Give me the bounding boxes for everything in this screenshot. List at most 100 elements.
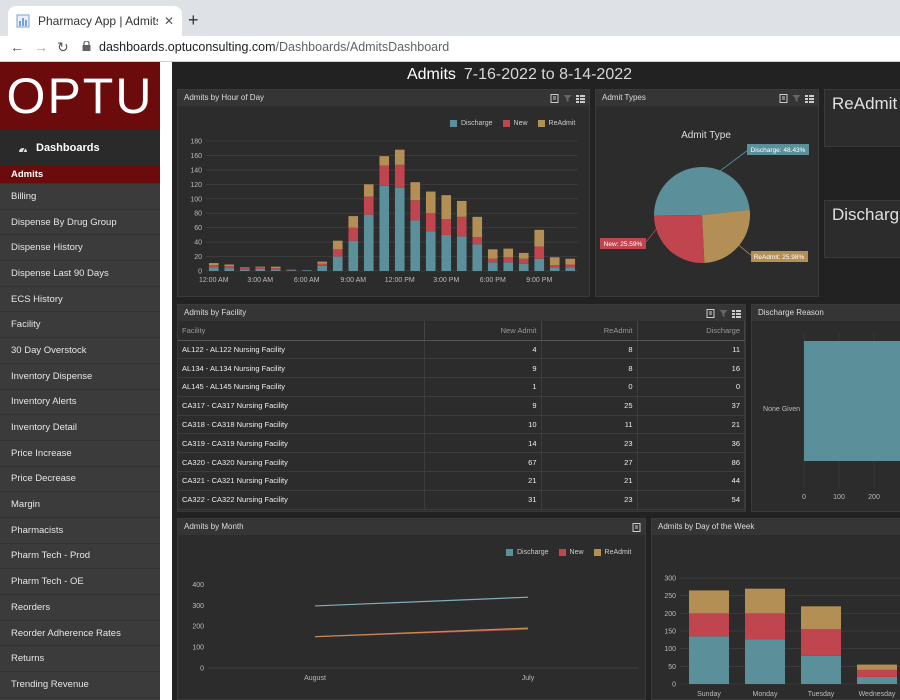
menu-icon[interactable] bbox=[732, 308, 741, 318]
sidebar-item-pharm-tech-prod[interactable]: Pharm Tech - Prod bbox=[0, 544, 160, 570]
legend-readmit[interactable]: ReAdmit bbox=[537, 120, 575, 127]
discharge-card[interactable]: Discharg bbox=[824, 200, 900, 258]
sidebar-item-admits[interactable]: Admits bbox=[0, 166, 160, 184]
pie-label-new: New: 25.59% bbox=[604, 241, 643, 248]
sidebar-item-reorder-adherence-rates[interactable]: Reorder Adherence Rates bbox=[0, 621, 160, 647]
sidebar-item-inventory-detail[interactable]: Inventory Detail bbox=[0, 415, 160, 441]
col-header-facility[interactable]: Facility bbox=[178, 321, 425, 341]
legend-discharge[interactable]: Discharge bbox=[450, 120, 493, 127]
export-icon[interactable] bbox=[550, 93, 559, 103]
panel-admits-by-month: Admits by Month Discharge New ReAdmit 0 1… bbox=[177, 518, 646, 700]
forward-icon[interactable]: → bbox=[34, 39, 48, 55]
bar-readmit bbox=[255, 266, 266, 268]
sidebar-item-dispense-last-90-days[interactable]: Dispense Last 90 Days bbox=[0, 261, 160, 287]
readmit-card[interactable]: ReAdmit bbox=[824, 89, 900, 147]
table-row[interactable]: AL145 - AL145 Nursing Facility 1 0 0 bbox=[178, 377, 745, 397]
y-tick-label: 20 bbox=[194, 254, 202, 261]
sidebar-item-30-day-overstock[interactable]: 30 Day Overstock bbox=[0, 338, 160, 364]
col-header-readmit[interactable]: ReAdmit bbox=[541, 321, 638, 341]
pie-label-bg bbox=[600, 238, 646, 249]
cell-facility: CA320 - CA320 Nursing Facility bbox=[178, 452, 425, 473]
cell-readmit: 11 bbox=[541, 415, 638, 435]
menu-icon[interactable] bbox=[805, 93, 814, 103]
col-header-discharge[interactable]: Discharge bbox=[637, 321, 745, 341]
address-bar: ← → ↻ dashboards.optuconsulting.com/Dash… bbox=[0, 36, 900, 62]
export-icon[interactable] bbox=[706, 308, 715, 318]
month-chart: 0 100 200 300 400 August July bbox=[192, 582, 638, 682]
table-row[interactable]: CA321 - CA321 Nursing Facility 21 21 44 bbox=[178, 471, 745, 491]
table-row[interactable]: CA317 - CA317 Nursing Facility 9 25 37 bbox=[178, 396, 745, 416]
sidebar-item-pharm-tech-oe[interactable]: Pharm Tech - OE bbox=[0, 569, 160, 595]
export-icon[interactable] bbox=[779, 93, 788, 103]
table-header-row: Facility New Admit ReAdmit Discharge bbox=[178, 321, 745, 341]
panel-admit-types: Admit Types Admit Type Discharge: 48.43% N… bbox=[595, 89, 819, 297]
col-header-new-admit[interactable]: New Admit bbox=[424, 321, 542, 341]
bar-new bbox=[208, 265, 219, 268]
bar-discharge bbox=[425, 231, 436, 271]
sidebar-item-reorders[interactable]: Reorders bbox=[0, 595, 160, 621]
new-tab-icon[interactable]: + bbox=[188, 10, 199, 30]
bar-new bbox=[801, 629, 841, 656]
reload-icon[interactable]: ↻ bbox=[57, 39, 69, 55]
table-row[interactable]: AL134 - AL134 Nursing Facility 9 8 16 bbox=[178, 358, 745, 379]
table-row[interactable]: CA322 - CA322 Nursing Facility 31 23 54 bbox=[178, 490, 745, 510]
sidebar-item-returns[interactable]: Returns bbox=[0, 646, 160, 673]
sidebar-item-ecs-history[interactable]: ECS History bbox=[0, 287, 160, 313]
table-row[interactable]: CA320 - CA320 Nursing Facility 67 27 86 bbox=[178, 452, 745, 473]
cell-new-admit: 21 bbox=[424, 471, 542, 491]
sidebar-item-facility[interactable]: Facility bbox=[0, 312, 160, 339]
x-tick-label: 3:00 PM bbox=[433, 277, 459, 284]
bar-discharge bbox=[379, 185, 390, 271]
bar-new bbox=[503, 257, 514, 263]
dashboards-section[interactable]: Dashboards bbox=[0, 130, 160, 166]
sidebar-item-inventory-alerts[interactable]: Inventory Alerts bbox=[0, 390, 160, 416]
bar-discharge bbox=[363, 214, 374, 271]
y-tick-label: 0 bbox=[198, 269, 202, 276]
cell-readmit: 23 bbox=[541, 490, 638, 510]
y-tick-label: 60 bbox=[194, 225, 202, 232]
sidebar-item-billing[interactable]: Billing bbox=[0, 184, 160, 210]
sidebar-item-price-increase[interactable]: Price Increase bbox=[0, 441, 160, 467]
filter-icon[interactable] bbox=[563, 93, 572, 102]
table-row[interactable]: CA319 - CA319 Nursing Facility 14 23 36 bbox=[178, 433, 745, 454]
legend-readmit[interactable]: ReAdmit bbox=[593, 549, 631, 556]
bar-discharge bbox=[348, 240, 359, 271]
table-row[interactable]: AL122 - AL122 Nursing Facility 4 8 11 bbox=[178, 340, 745, 360]
legend-new[interactable]: New bbox=[558, 549, 584, 556]
sidebar-item-dispense-by-drug-group[interactable]: Dispense By Drug Group bbox=[0, 210, 160, 236]
cell-readmit: 0 bbox=[541, 377, 638, 397]
bar-readmit bbox=[348, 216, 359, 228]
bar-discharge bbox=[801, 655, 841, 684]
back-icon[interactable]: ← bbox=[10, 39, 24, 55]
close-tab-icon[interactable]: ✕ bbox=[163, 14, 174, 28]
sidebar-item-trending-revenue[interactable]: Trending Revenue bbox=[0, 672, 160, 698]
filter-icon[interactable] bbox=[719, 308, 728, 317]
cell-new-admit: 31 bbox=[424, 490, 542, 510]
sidebar-item-price-decrease[interactable]: Price Decrease bbox=[0, 467, 160, 493]
legend-new[interactable]: New bbox=[502, 120, 528, 127]
bar-discharge bbox=[456, 236, 467, 271]
y-tick-label: 100 bbox=[190, 196, 202, 203]
sidebar-item-pharmacists[interactable]: Pharmacists bbox=[0, 518, 160, 544]
url-field[interactable]: dashboards.optuconsulting.com/Dashboards… bbox=[82, 40, 449, 54]
panel-header: Admits by Month bbox=[178, 519, 645, 535]
bar-readmit bbox=[208, 263, 219, 266]
y-tick-label: 400 bbox=[192, 582, 204, 589]
pie-leader-line bbox=[645, 226, 659, 243]
cell-discharge: 86 bbox=[637, 452, 745, 473]
bar-readmit bbox=[332, 240, 343, 250]
table-row[interactable]: CA318 - CA318 Nursing Facility 10 11 21 bbox=[178, 415, 745, 435]
sidebar-item-margin[interactable]: Margin bbox=[0, 492, 160, 518]
x-tick-label: 0 bbox=[802, 494, 806, 501]
panel-admits-by-facility: Admits by Facility Facility New Admit Re… bbox=[177, 304, 746, 512]
sidebar-item-dispense-history[interactable]: Dispense History bbox=[0, 235, 160, 262]
sidebar-item-inventory-dispense[interactable]: Inventory Dispense bbox=[0, 364, 160, 390]
legend-discharge[interactable]: Discharge bbox=[506, 549, 549, 556]
browser-tab[interactable]: Pharmacy App | Admits Dashboa ✕ bbox=[8, 6, 182, 36]
filter-icon[interactable] bbox=[792, 93, 801, 102]
pie-chart: Admit Type Discharge: 48.43% New: 25.59% Re… bbox=[600, 130, 809, 263]
menu-icon[interactable] bbox=[576, 93, 585, 103]
lock-icon bbox=[82, 40, 91, 51]
logo[interactable]: OPTU bbox=[0, 62, 160, 130]
export-icon[interactable] bbox=[632, 522, 641, 532]
